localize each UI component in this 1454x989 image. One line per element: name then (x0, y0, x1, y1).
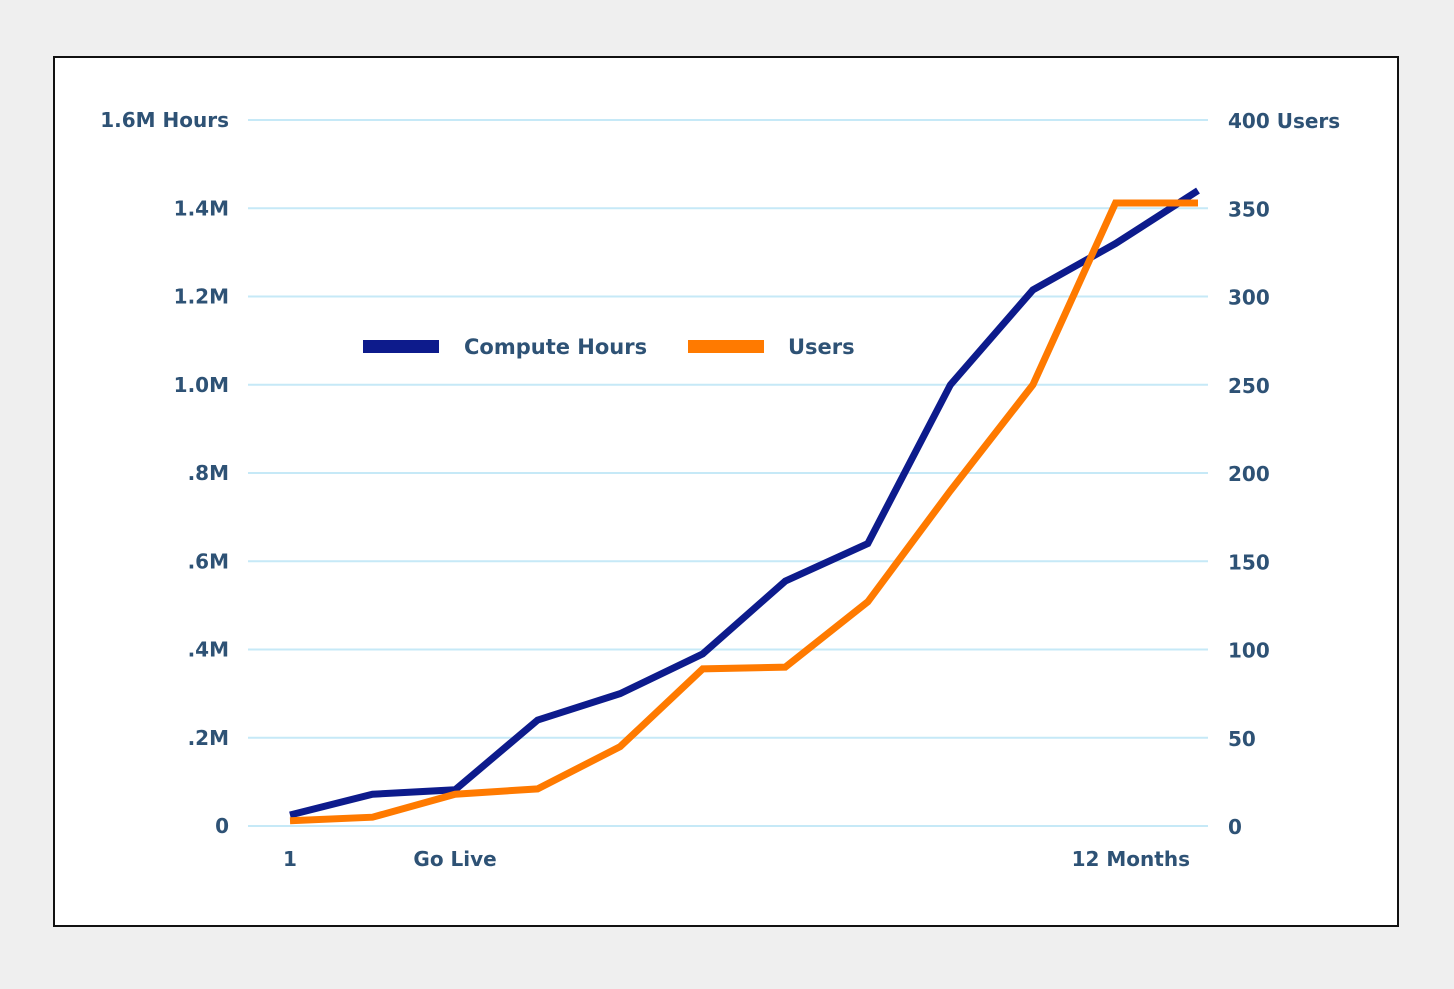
legend-swatch (363, 340, 439, 353)
left-tick-label: 1.4M (174, 196, 229, 220)
x-axis: 1 Go Live 12 Months (283, 847, 1190, 871)
series-line-users (289, 199, 1198, 825)
right-tick-label: 350 (1228, 197, 1270, 221)
legend-label: Users (788, 335, 855, 359)
left-tick-label: .2M (188, 726, 229, 750)
right-tick-label: 400 Users (1228, 109, 1340, 133)
right-tick-label: 300 (1228, 286, 1270, 310)
right-tick-label: 200 (1228, 462, 1270, 486)
left-tick-label: 0 (215, 814, 229, 838)
left-tick-label: 1.2M (174, 285, 229, 309)
x-tick-label: 1 (283, 847, 297, 871)
right-tick-label: 100 (1228, 639, 1270, 663)
left-tick-label: .6M (188, 549, 229, 573)
right-tick-label: 250 (1228, 374, 1270, 398)
right-axis: 0 50 100 150 200 250 300 350 400 Users (1228, 109, 1340, 839)
legend-swatch (688, 340, 764, 353)
legend-label: Compute Hours (464, 335, 647, 359)
series-line-compute-hours (289, 187, 1200, 819)
right-tick-label: 50 (1228, 727, 1256, 751)
right-tick-label: 150 (1228, 550, 1270, 574)
x-tick-label: Go Live (413, 847, 496, 871)
gridlines (248, 119, 1208, 827)
series-lines (289, 187, 1200, 825)
legend: Compute Hours Users (363, 335, 855, 359)
left-tick-label: .4M (188, 638, 229, 662)
left-tick-label: 1.0M (174, 373, 229, 397)
x-tick-label: 12 Months (1072, 847, 1190, 871)
left-tick-label: .8M (188, 461, 229, 485)
left-tick-label: 1.6M Hours (100, 108, 229, 132)
right-tick-label: 0 (1228, 815, 1242, 839)
left-axis: 0 .2M .4M .6M .8M 1.0M 1.2M 1.4M 1.6M Hours (100, 108, 229, 838)
